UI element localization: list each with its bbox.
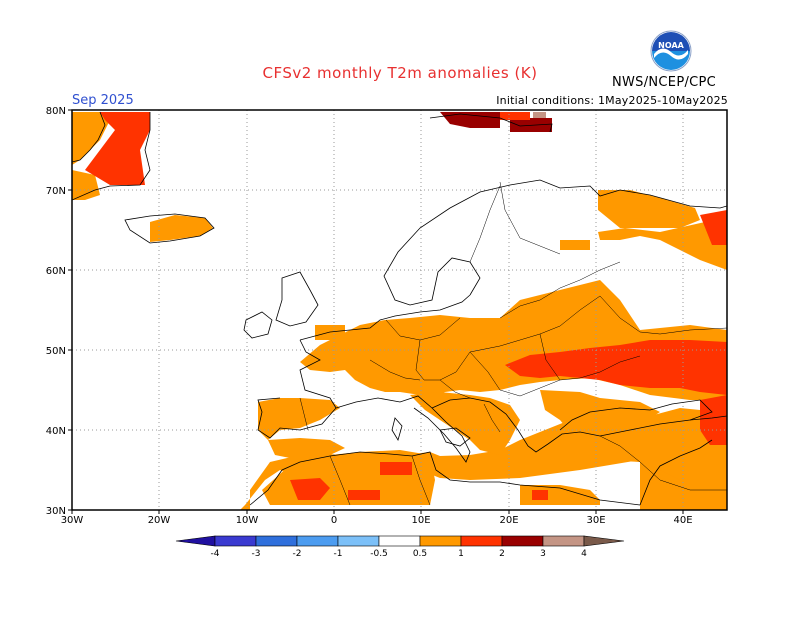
colorbar-segment: [583, 535, 625, 547]
lon-label: 10E: [411, 515, 430, 526]
agency-label: NWS/NCEP/CPC: [612, 75, 717, 90]
map-frame: [71, 109, 728, 511]
anomaly-region-1-2: [348, 490, 380, 500]
colorbar-label: 4: [581, 549, 587, 559]
lat-label: 30N: [46, 506, 66, 517]
anomaly-region-1-2: [380, 462, 412, 475]
colorbar-label: -2: [293, 549, 302, 559]
coastlines: [72, 111, 727, 506]
longitude-labels: 30W 20W 10W 0 10E 20E 30E 40E: [61, 515, 693, 526]
colorbar-label: 2: [499, 549, 505, 559]
colorbar-segment: [378, 535, 421, 547]
colorbar-label: -4: [211, 549, 220, 559]
anomaly-region-0.5-1: [268, 438, 345, 458]
lon-label: 10W: [236, 515, 259, 526]
lat-label: 80N: [46, 106, 66, 117]
initial-conditions: Initial conditions: 1May2025-10May2025: [496, 94, 728, 107]
colorbar-label: -0.5: [370, 549, 388, 559]
anomaly-region-0.5-1: [598, 190, 700, 228]
anomaly-region-0.5-1: [72, 170, 100, 200]
anomaly-region-0.5-1: [560, 410, 727, 505]
colorbar-segment: [175, 535, 216, 547]
colorbar-segment: [460, 535, 503, 547]
colorbar-label: -3: [252, 549, 261, 559]
forecast-month: Sep 2025: [72, 93, 134, 108]
colorbar-label: 1: [458, 549, 464, 559]
anomaly-region-1-2: [500, 112, 530, 120]
colorbar-segment: [542, 535, 585, 547]
colorbar-label: 3: [540, 549, 546, 559]
axis-ticks: [68, 109, 684, 514]
lat-label: 40N: [46, 426, 66, 437]
anomaly-region-1-2: [85, 112, 150, 185]
anomaly-region-1-2: [532, 490, 548, 500]
colorbar-labels: -4 -3 -2 -1 -0.5 0.5 1 2 3 4: [211, 549, 588, 559]
logo-text: NOAA: [658, 41, 684, 50]
lon-label: 30W: [61, 515, 84, 526]
lon-label: 30E: [586, 515, 605, 526]
anomaly-region-1-2: [290, 478, 330, 500]
latitude-labels: 80N 70N 60N 50N 40N 30N: [46, 106, 66, 517]
colorbar-segment: [255, 535, 298, 547]
anomaly-region-1-2: [700, 210, 727, 245]
country-borders: [299, 181, 727, 506]
anomaly-region-1-2: [505, 340, 727, 395]
lon-label: 20E: [499, 515, 518, 526]
lon-label: 20W: [148, 515, 171, 526]
colorbar-segment: [419, 535, 462, 547]
anomaly-region-0.5-1: [72, 112, 110, 165]
anomaly-region-0.5-1: [315, 325, 345, 340]
lat-label: 50N: [46, 346, 66, 357]
colorbar-label: -1: [334, 549, 343, 559]
graticule: [72, 110, 727, 510]
colorbar-segment: [501, 535, 544, 547]
lat-label: 70N: [46, 186, 66, 197]
colorbar-segment: [296, 535, 339, 547]
lon-label: 0: [331, 515, 337, 526]
anomaly-region-1-2: [700, 395, 727, 445]
anomaly-region-2-3: [440, 112, 500, 128]
colorbar: [175, 535, 625, 547]
noaa-logo-icon: NOAA: [650, 30, 692, 72]
anomaly-region-0.5-1: [560, 240, 590, 250]
lat-label: 60N: [46, 266, 66, 277]
lon-label: 40E: [673, 515, 692, 526]
colorbar-label: 0.5: [413, 549, 427, 559]
colorbar-segment: [337, 535, 380, 547]
anomaly-region-0.5-1: [150, 215, 213, 242]
anomaly-region-0.5-1: [410, 392, 520, 455]
colorbar-segment: [214, 535, 257, 547]
map-title: CFSv2 monthly T2m anomalies (K): [262, 64, 538, 82]
anomaly-region-3-4: [533, 112, 546, 118]
